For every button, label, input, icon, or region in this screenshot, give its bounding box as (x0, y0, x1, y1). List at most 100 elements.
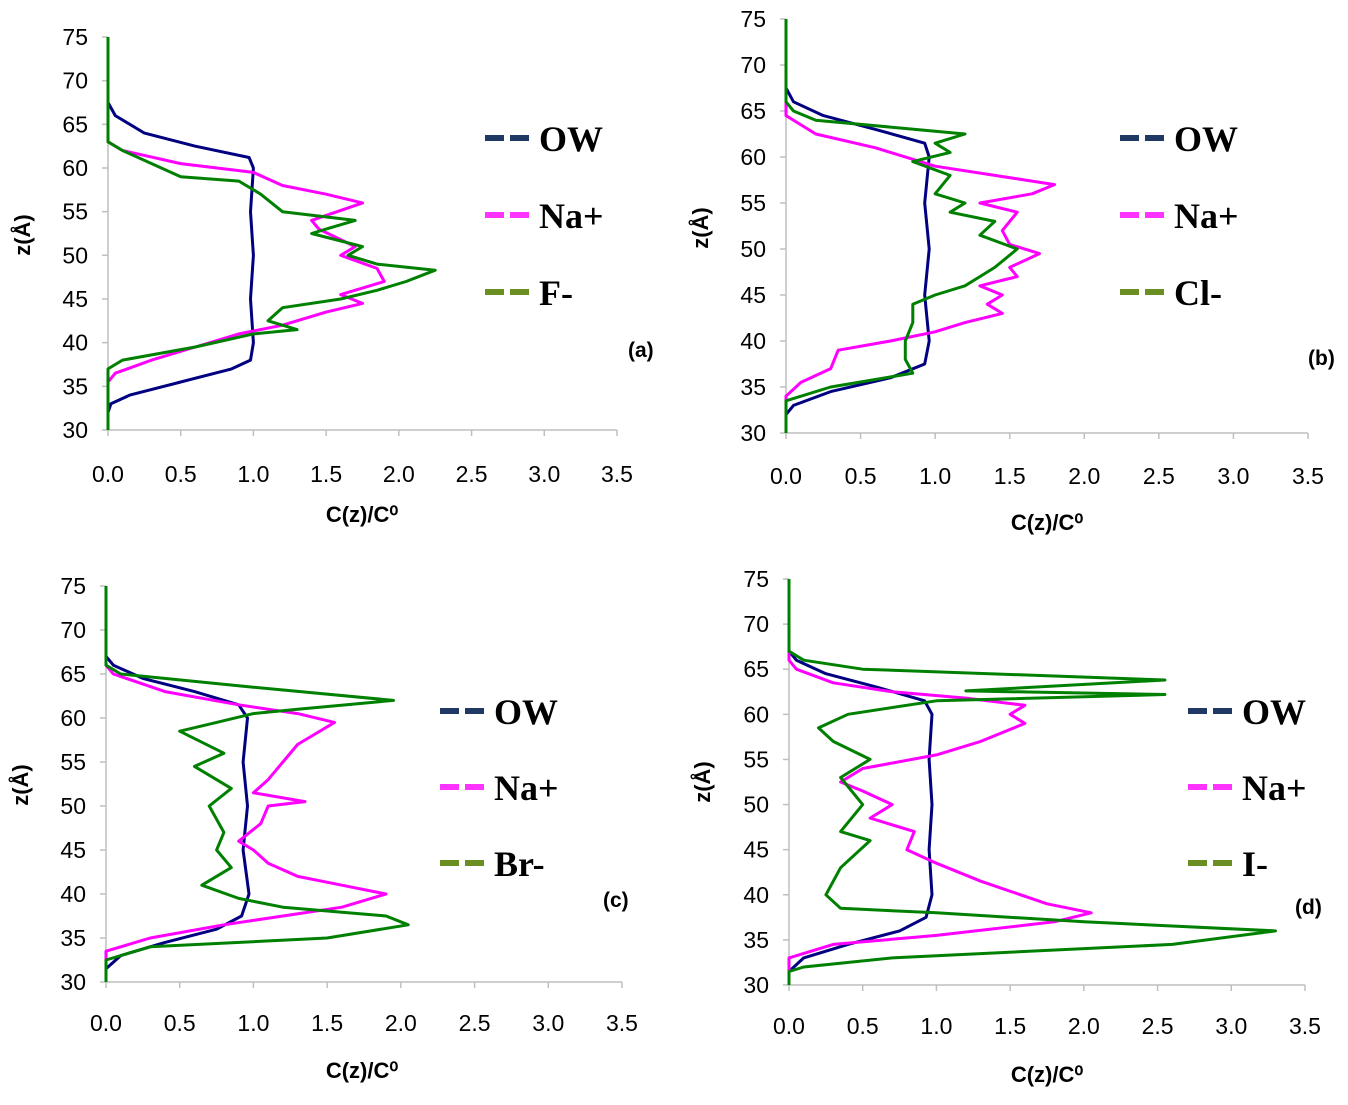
legend-label: I- (1242, 844, 1268, 884)
series-line-i (787, 579, 1277, 985)
series-line-ow (104, 586, 251, 982)
y-tick-label: 35 (740, 374, 766, 400)
series-line-na (784, 19, 1056, 433)
x-tick-label: 1.5 (994, 1013, 1026, 1039)
x-tick-label: 3.0 (1217, 463, 1249, 489)
legend-label: Br- (494, 844, 545, 884)
legend-label: Na+ (539, 196, 604, 236)
y-tick-label: 55 (743, 746, 769, 772)
series-line-br (104, 586, 410, 982)
y-tick-label: 60 (740, 144, 766, 170)
y-tick-label: 65 (740, 98, 766, 124)
x-tick-label: 1.5 (310, 461, 342, 487)
y-tick-label: 40 (62, 330, 88, 356)
y-tick-label: 70 (743, 611, 769, 637)
y-tick-label: 40 (743, 882, 769, 908)
series-line-na (106, 37, 386, 430)
panel-a: 0.0 0.5 1.0 1.5 2.0 2.5 3.0 3.5 30 35 40 45 50 55 60 65… (9, 24, 654, 527)
x-tick-label: 0.0 (773, 1013, 805, 1039)
x-tick-label: 0.0 (90, 1010, 122, 1036)
legend-label: OW (539, 119, 603, 159)
y-tick-label: 70 (60, 617, 86, 643)
x-tick-label: 3.0 (532, 1010, 564, 1036)
y-axis-title: z(Å) (687, 207, 713, 249)
x-tick-label: 2.0 (383, 461, 415, 487)
x-tick-label: 0.0 (770, 463, 802, 489)
x-tick-label: 0.5 (845, 463, 877, 489)
series-line-na (787, 579, 1093, 985)
series-line-ow (106, 37, 255, 430)
y-tick-label: 65 (60, 661, 86, 687)
y-tick-label: 30 (740, 420, 766, 446)
y-tick-label: 75 (743, 566, 769, 592)
series-line-f (106, 37, 437, 430)
x-tick-label: 2.5 (1142, 1013, 1174, 1039)
y-axis-title: z(Å) (7, 764, 33, 806)
x-tick-label: 3.5 (1289, 1013, 1321, 1039)
y-tick-label: 55 (62, 199, 88, 225)
y-tick-label: 30 (60, 969, 86, 995)
y-tick-label: 70 (740, 52, 766, 78)
panel-label: (a) (628, 339, 654, 362)
y-tick-label: 45 (740, 282, 766, 308)
y-tick-label: 60 (62, 155, 88, 181)
x-tick-label: 3.0 (528, 461, 560, 487)
x-tick-label: 0.5 (164, 1010, 196, 1036)
y-tick-label: 35 (62, 373, 88, 399)
x-tick-label: 2.0 (1068, 1013, 1100, 1039)
y-tick-label: 75 (740, 6, 766, 32)
x-tick-label: 0.0 (92, 461, 124, 487)
x-axis-title: C(z)/C⁰ (1011, 1062, 1084, 1087)
x-axis-title: C(z)/C⁰ (326, 1058, 399, 1083)
legend-label: OW (1242, 692, 1306, 732)
x-tick-label: 0.5 (847, 1013, 879, 1039)
y-axis-title: z(Å) (9, 214, 35, 256)
x-axis-title: C(z)/C⁰ (1011, 510, 1084, 535)
y-tick-label: 55 (60, 749, 86, 775)
panel-label: (c) (603, 889, 629, 912)
x-tick-label: 1.0 (237, 461, 269, 487)
legend-label: Cl- (1174, 273, 1222, 313)
y-tick-label: 35 (743, 927, 769, 953)
x-tick-label: 3.5 (1292, 463, 1324, 489)
legend-label: Na+ (1242, 768, 1307, 808)
y-tick-label: 50 (60, 793, 86, 819)
y-tick-label: 45 (62, 286, 88, 312)
y-tick-label: 55 (740, 190, 766, 216)
y-tick-label: 30 (62, 417, 88, 443)
x-tick-label: 2.0 (385, 1010, 417, 1036)
x-tick-label: 2.5 (459, 1010, 491, 1036)
y-axis-title: z(Å) (689, 761, 715, 803)
x-tick-label: 0.5 (165, 461, 197, 487)
y-tick-label: 45 (60, 837, 86, 863)
x-tick-label: 3.0 (1215, 1013, 1247, 1039)
x-tick-label: 1.0 (237, 1010, 269, 1036)
series-line-ow (784, 19, 931, 433)
y-tick-label: 30 (743, 972, 769, 998)
x-tick-label: 1.0 (919, 463, 951, 489)
y-tick-label: 50 (743, 792, 769, 818)
legend-label: Na+ (494, 768, 559, 808)
y-tick-label: 40 (740, 328, 766, 354)
y-tick-label: 50 (740, 236, 766, 262)
y-tick-label: 65 (62, 111, 88, 137)
panel-label: (b) (1308, 347, 1335, 370)
legend-label: OW (1174, 119, 1238, 159)
x-tick-label: 1.5 (311, 1010, 343, 1036)
y-tick-label: 45 (743, 837, 769, 863)
legend-label: OW (494, 692, 558, 732)
y-tick-label: 60 (743, 701, 769, 727)
panel-b: 0.0 0.5 1.0 1.5 2.0 2.5 3.0 3.5 30 35 40 45 50 55 60 65… (687, 6, 1335, 535)
legend-label: Na+ (1174, 196, 1239, 236)
y-tick-label: 35 (60, 925, 86, 951)
x-tick-label: 1.5 (994, 463, 1026, 489)
panel-d: 0.0 0.5 1.0 1.5 2.0 2.5 3.0 3.5 30 35 40 45 50 55 60 65… (689, 566, 1322, 1087)
x-tick-label: 2.5 (456, 461, 488, 487)
y-tick-label: 75 (62, 24, 88, 50)
y-tick-label: 70 (62, 68, 88, 94)
y-tick-label: 50 (62, 242, 88, 268)
x-tick-label: 2.5 (1143, 463, 1175, 489)
y-tick-label: 75 (60, 573, 86, 599)
x-tick-label: 3.5 (601, 461, 633, 487)
